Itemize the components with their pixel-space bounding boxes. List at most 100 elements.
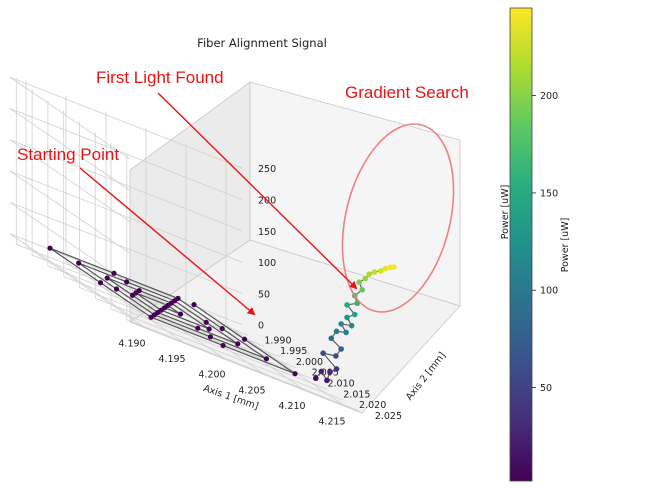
data-point	[220, 342, 226, 349]
data-point	[318, 368, 325, 375]
colorbar-ticks: 50 100 150 200	[532, 91, 558, 394]
x-tick-label: 4.190	[118, 338, 145, 349]
data-point	[333, 353, 339, 359]
data-point	[241, 336, 248, 342]
data-point	[191, 302, 197, 308]
data-point	[263, 356, 270, 362]
colorbar-tick-label: 200	[540, 91, 558, 102]
data-point	[206, 326, 212, 332]
x-tick-labels: 4.190 4.195 4.200 4.205 4.210 4.215	[118, 338, 345, 427]
data-point	[377, 268, 384, 274]
grid-line	[79, 287, 312, 379]
colorbar-tick-label: 100	[540, 286, 558, 297]
grid-line	[9, 233, 131, 317]
grid-line	[126, 319, 359, 412]
data-point	[343, 329, 349, 336]
data-point	[359, 287, 366, 293]
data-point	[328, 335, 335, 342]
data-point	[175, 295, 181, 301]
data-point	[312, 375, 319, 382]
grid-line	[9, 202, 243, 294]
data-point	[76, 260, 82, 266]
data-point	[344, 302, 350, 308]
data-point	[362, 275, 369, 282]
data-point	[203, 319, 209, 325]
first-light-label: First Light Found	[96, 68, 224, 87]
data-point	[207, 334, 214, 340]
grid-line	[9, 76, 243, 169]
x-tick-label: 4.200	[198, 370, 225, 381]
y-tick-label: 1.990	[264, 335, 291, 346]
data-point	[47, 245, 53, 251]
data-point	[391, 264, 397, 270]
colorbar	[509, 7, 533, 482]
grid-line	[9, 76, 131, 160]
y-tick-label: 2.020	[359, 400, 386, 411]
gradient-search-label: Gradient Search	[345, 83, 469, 102]
data-point	[338, 321, 344, 327]
z-tick-label: 150	[258, 227, 276, 238]
back-wall-pane	[249, 81, 461, 307]
y-tick-label: 2.000	[296, 357, 323, 368]
data-point	[292, 371, 298, 377]
y-tick-label: 2.005	[312, 368, 339, 379]
data-point	[219, 325, 225, 332]
starting-point-arrow	[79, 167, 256, 316]
data-point	[136, 287, 142, 294]
grid-line	[9, 139, 131, 223]
chart-title: Fiber Alignment Signal	[197, 36, 327, 50]
data-point	[333, 366, 340, 372]
data-point	[344, 314, 350, 321]
data-point	[320, 350, 326, 356]
z-tick-label: 50	[258, 289, 270, 300]
y-tick-label: 2.010	[327, 378, 354, 389]
grid-line	[9, 170, 131, 254]
x-tick-label: 4.195	[158, 354, 185, 365]
data-point	[338, 346, 344, 352]
data-point	[111, 270, 117, 276]
data-point	[113, 286, 120, 292]
data-point	[97, 280, 104, 286]
data-point	[104, 275, 110, 281]
axes-3d	[9, 76, 461, 414]
first-light-arrow	[157, 92, 358, 290]
data-point	[371, 269, 378, 275]
grid-line	[110, 308, 344, 401]
y-tick-label: 2.015	[343, 389, 370, 400]
data-point	[366, 271, 372, 277]
y-tick-label: 2.025	[375, 411, 402, 422]
grid-line	[9, 202, 131, 285]
data-point	[327, 369, 333, 375]
grid-line	[9, 108, 243, 200]
data-point	[348, 322, 355, 329]
z-tick-label: 250	[258, 164, 276, 175]
colorbar-label: Power [uW]	[560, 218, 571, 273]
x-tick-label: 4.215	[318, 417, 345, 428]
data-point	[177, 311, 184, 317]
data-point	[129, 292, 136, 298]
x-tick-label: 4.210	[278, 401, 305, 412]
data-point	[351, 311, 358, 318]
data-point	[356, 279, 362, 285]
z-tick-label: 100	[258, 258, 276, 269]
data-point	[195, 325, 201, 331]
grid-line	[9, 108, 131, 191]
data-point	[235, 341, 241, 347]
z-axis-label: Power [uW]	[500, 185, 511, 240]
grid-line	[9, 139, 243, 232]
gradient-search-ellipse	[341, 123, 455, 313]
x-tick-label: 4.205	[238, 385, 265, 396]
colorbar-tick-label: 50	[540, 383, 552, 394]
data-point	[124, 279, 130, 285]
data-point	[148, 314, 154, 320]
grid-line	[9, 170, 243, 263]
data-point	[333, 328, 340, 335]
data-point	[324, 377, 330, 384]
y-tick-label: 1.995	[280, 346, 307, 357]
z-tick-label: 0	[258, 321, 264, 332]
starting-point-label: Starting Point	[17, 145, 119, 164]
grid-line	[95, 297, 328, 390]
colorbar-tick-label: 150	[540, 188, 558, 199]
